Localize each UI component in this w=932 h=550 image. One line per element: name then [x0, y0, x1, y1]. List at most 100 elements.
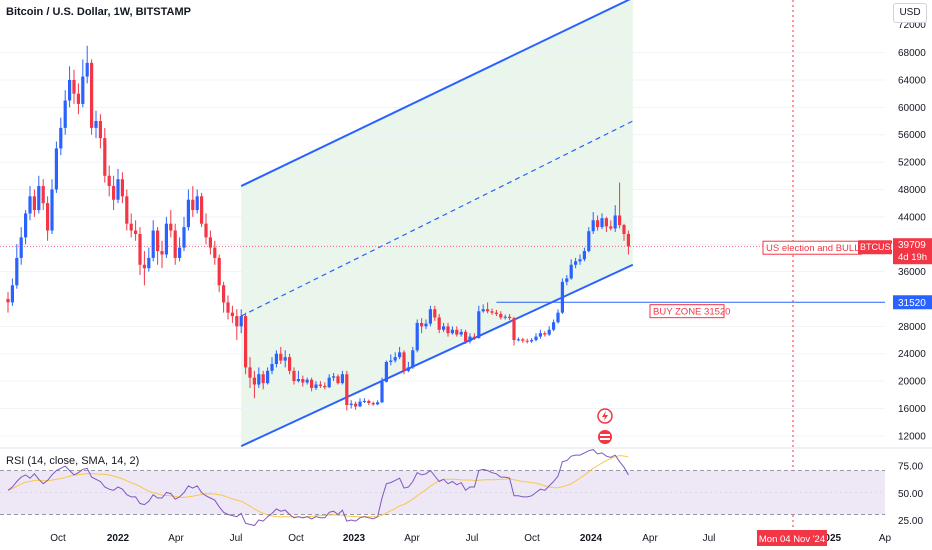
- candle-body: [525, 340, 529, 342]
- candle-body: [547, 329, 551, 335]
- candle-body: [208, 237, 212, 248]
- rsi-indicator-title[interactable]: RSI (14, close, SMA, 14, 2): [6, 455, 140, 467]
- candle-body: [538, 333, 542, 337]
- candle: [582, 247, 586, 262]
- candle-body: [112, 186, 116, 200]
- candle: [468, 333, 472, 344]
- candle: [508, 314, 512, 321]
- candle: [182, 216, 186, 252]
- time-tick-label: Apr: [168, 533, 184, 544]
- candle-body: [103, 138, 107, 176]
- candle-body: [59, 127, 63, 149]
- candle: [125, 189, 129, 231]
- time-tick-label: Apr: [404, 533, 420, 544]
- candle: [239, 309, 243, 334]
- candle-body: [288, 357, 292, 371]
- candle-body: [398, 352, 402, 358]
- candle: [547, 326, 551, 336]
- candle: [85, 45, 89, 84]
- candle: [393, 352, 397, 363]
- candle: [217, 254, 221, 293]
- price-tick-label: 24000: [898, 349, 926, 360]
- candle: [569, 259, 573, 280]
- rsi-tick-label: 50.00: [898, 489, 923, 500]
- candle-body: [125, 196, 129, 224]
- candle-body: [582, 251, 586, 260]
- candle-body: [578, 259, 582, 262]
- candle-body: [182, 227, 186, 248]
- candle-body: [367, 400, 371, 403]
- candle: [437, 314, 441, 334]
- candle: [596, 215, 600, 231]
- candle-body: [98, 121, 102, 139]
- level-price-box: [893, 295, 932, 310]
- candle-body: [116, 179, 120, 200]
- event-date-label: Mon 04 Nov '24: [759, 534, 825, 545]
- candle: [521, 337, 525, 343]
- candle-body: [516, 339, 520, 341]
- candle-body: [424, 323, 428, 327]
- candle: [186, 189, 190, 231]
- candle: [134, 220, 138, 241]
- candle-body: [50, 189, 54, 231]
- candle-body: [376, 402, 380, 405]
- candle-body: [94, 121, 98, 128]
- time-tick-label: Oct: [288, 533, 304, 544]
- candle-body: [437, 317, 441, 330]
- candle: [538, 329, 542, 339]
- candle-body: [613, 215, 617, 229]
- current-price-box: [893, 238, 932, 265]
- candle-body: [332, 376, 336, 378]
- price-tick-label: 36000: [898, 267, 926, 278]
- candle: [604, 216, 608, 232]
- price-tick-label: 64000: [898, 75, 926, 86]
- candle-body: [37, 186, 41, 211]
- candle-body: [292, 370, 296, 382]
- candle: [525, 338, 529, 344]
- candle: [208, 230, 212, 255]
- candle: [578, 254, 582, 265]
- candle-body: [521, 339, 525, 341]
- candle-body: [459, 331, 463, 335]
- candle-body: [147, 257, 151, 269]
- candle: [613, 205, 617, 232]
- candle: [90, 59, 94, 135]
- candle: [178, 237, 182, 262]
- candle-body: [200, 196, 204, 224]
- candle: [270, 357, 274, 375]
- rsi-band: [0, 470, 885, 515]
- candle-body: [160, 251, 164, 255]
- time-tick-label: Oct: [524, 533, 540, 544]
- candle-body: [446, 326, 450, 334]
- candle: [261, 370, 265, 390]
- candle: [516, 337, 520, 342]
- candle: [380, 377, 384, 403]
- candle: [81, 59, 85, 108]
- candle-body: [468, 336, 472, 342]
- candle-body: [503, 316, 507, 318]
- candle: [305, 377, 309, 385]
- candle: [543, 331, 547, 337]
- candle-body: [19, 237, 23, 258]
- candle-body: [10, 285, 14, 303]
- candle-body: [107, 175, 111, 187]
- candle: [534, 333, 538, 342]
- candle-body: [336, 376, 340, 384]
- candle-body: [6, 298, 10, 303]
- candle: [362, 398, 366, 403]
- annotation-us-election: US election and BULL: [766, 243, 859, 254]
- candle: [626, 230, 630, 255]
- candle: [332, 372, 336, 382]
- candle: [499, 311, 503, 320]
- candle-body: [389, 360, 393, 362]
- candle-body: [279, 353, 283, 361]
- price-tick-label: 56000: [898, 130, 926, 141]
- currency-button[interactable]: USD: [893, 3, 927, 23]
- candle-body: [600, 218, 604, 228]
- candle: [288, 353, 292, 375]
- us-flag-stripe-icon: [600, 438, 610, 440]
- candle: [169, 210, 173, 238]
- candle-body: [362, 400, 366, 402]
- rsi-tick-label: 75.00: [898, 462, 923, 473]
